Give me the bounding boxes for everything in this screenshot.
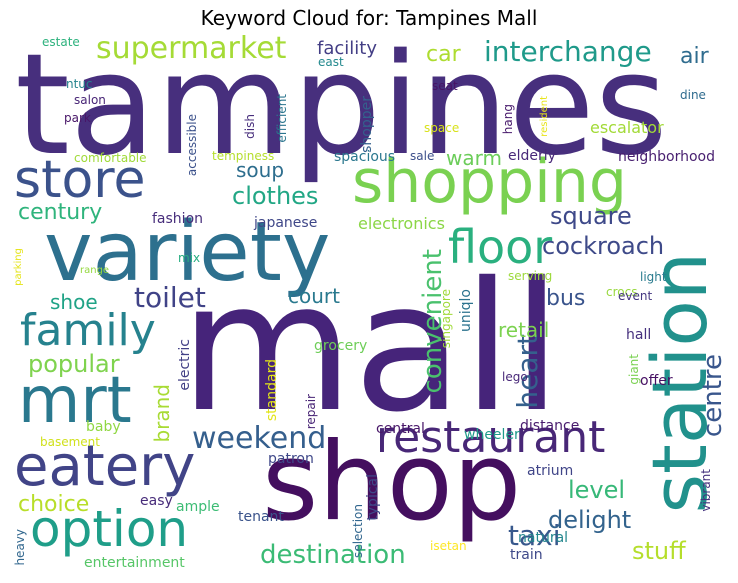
keyword-car: car: [426, 42, 461, 67]
keyword-selection: selection: [351, 504, 365, 558]
keyword-estate: estate: [42, 35, 80, 49]
keyword-option: option: [30, 500, 189, 558]
keyword-court: court: [288, 284, 340, 308]
keyword-crocs: crocs: [606, 285, 638, 299]
keyword-east: east: [318, 55, 344, 69]
keyword-grocery: grocery: [314, 338, 368, 354]
keyword-isetan: isetan: [430, 539, 467, 553]
keyword-ample: ample: [176, 499, 220, 515]
keyword-seat: seat: [432, 79, 458, 93]
keyword-standard: standard: [264, 359, 280, 422]
keyword-range: range: [80, 265, 110, 276]
keyword-brand: brand: [150, 384, 174, 443]
keyword-facility: facility: [317, 38, 377, 59]
keyword-train: train: [510, 547, 543, 563]
keyword-heavy: heavy: [13, 529, 27, 566]
keyword-singapore: singapore: [439, 289, 453, 349]
keyword-neighborhood: neighborhood: [618, 149, 715, 165]
keyword-variety: variety: [44, 205, 331, 300]
keyword-japanese: japanese: [254, 215, 318, 231]
keyword-floor: floor: [448, 220, 553, 274]
keyword-ntuc: ntuc: [66, 77, 93, 91]
keyword-atrium: atrium: [527, 463, 574, 479]
keyword-sale: sale: [410, 149, 435, 163]
keyword-elderly: elderly: [508, 148, 556, 164]
keyword-eatery: eatery: [14, 434, 196, 499]
keyword-square: square: [550, 202, 632, 230]
keyword-mrt: mrt: [18, 364, 132, 438]
keyword-supermarket: supermarket: [96, 34, 287, 66]
word-cloud: tampines mall shop shopping variety station st…: [12, 34, 728, 579]
keyword-family: family: [20, 305, 156, 356]
keyword-event: event: [618, 289, 653, 303]
keyword-electric: electric: [177, 339, 193, 391]
keyword-popular: popular: [28, 350, 120, 378]
keyword-shopper: shopper: [359, 96, 375, 153]
keyword-vibrant: vibrant: [699, 469, 713, 512]
keyword-level: level: [568, 476, 626, 504]
keyword-parking: parking: [13, 248, 24, 286]
keyword-store: store: [14, 150, 146, 210]
keyword-fashion: fashion: [152, 211, 204, 227]
keyword-mix: mix: [178, 251, 201, 265]
keyword-tenant: tenant: [238, 509, 284, 525]
keyword-warm: warm: [446, 146, 502, 170]
keyword-uniqlo: uniqlo: [458, 289, 474, 332]
keyword-clothes: clothes: [232, 182, 319, 210]
keyword-restaurant: restaurant: [376, 412, 606, 463]
keyword-space: space: [424, 121, 460, 135]
keyword-soup: soup: [236, 158, 285, 182]
keyword-efficient: efficient: [275, 94, 289, 143]
keyword-entertainment: entertainment: [84, 555, 185, 571]
keyword-comfortable: comfortable: [74, 151, 147, 165]
chart-title: Keyword Cloud for: Tampines Mall: [200, 6, 538, 30]
keyword-destination: destination: [260, 540, 406, 570]
keyword-centre: centre: [698, 354, 728, 438]
keyword-hang: hang: [501, 104, 515, 135]
keyword-resident: resident: [539, 96, 550, 137]
keyword-delight: delight: [548, 506, 632, 534]
keyword-retail: retail: [498, 318, 550, 342]
keyword-offer: offer: [640, 373, 673, 389]
keyword-patron: patron: [268, 451, 314, 467]
keyword-electronics: electronics: [358, 214, 445, 233]
keyword-stuff: stuff: [632, 537, 686, 565]
keyword-lego: lego: [502, 370, 528, 384]
keyword-natural: natural: [518, 530, 569, 546]
keyword-toilet: toilet: [134, 281, 206, 314]
keyword-air: air: [680, 44, 709, 69]
keyword-park: park: [64, 111, 91, 125]
keyword-shoe: shoe: [50, 290, 98, 314]
keyword-central: central: [376, 421, 425, 437]
keyword-escalator: escalator: [590, 118, 664, 137]
keyword-tampines: tampines: [15, 34, 668, 187]
keyword-serving: serving: [508, 269, 553, 283]
keyword-typical: typical: [365, 474, 381, 521]
keyword-dine: dine: [680, 88, 706, 102]
keyword-shop: shop: [262, 420, 522, 545]
keyword-bus: bus: [546, 286, 586, 311]
keyword-distance: distance: [520, 418, 580, 434]
keyword-taxi: taxi: [508, 519, 561, 552]
keyword-century: century: [18, 200, 103, 225]
keyword-spacious: spacious: [334, 149, 396, 165]
keyword-giant: giant: [627, 354, 641, 385]
keyword-wheeler: wheeler: [464, 427, 520, 443]
keyword-weekend: weekend: [192, 421, 327, 456]
keyword-repair: repair: [304, 394, 318, 430]
keyword-tempiness: tempiness: [212, 149, 275, 163]
keyword-accessible: accessible: [185, 114, 199, 177]
keyword-dish: dish: [243, 114, 257, 139]
keyword-light: light: [640, 270, 667, 284]
keyword-hall: hall: [626, 327, 652, 343]
keyword-mall: mall: [180, 244, 562, 451]
keyword-cockroach: cockroach: [542, 232, 665, 260]
keyword-choice: choice: [18, 492, 90, 517]
keyword-baby: baby: [86, 419, 121, 435]
keyword-shopping: shopping: [352, 147, 627, 217]
keyword-interchange: interchange: [484, 35, 652, 68]
keyword-basement: basement: [40, 435, 100, 449]
keyword-easy: easy: [140, 493, 173, 509]
keyword-salon: salon: [74, 93, 106, 107]
